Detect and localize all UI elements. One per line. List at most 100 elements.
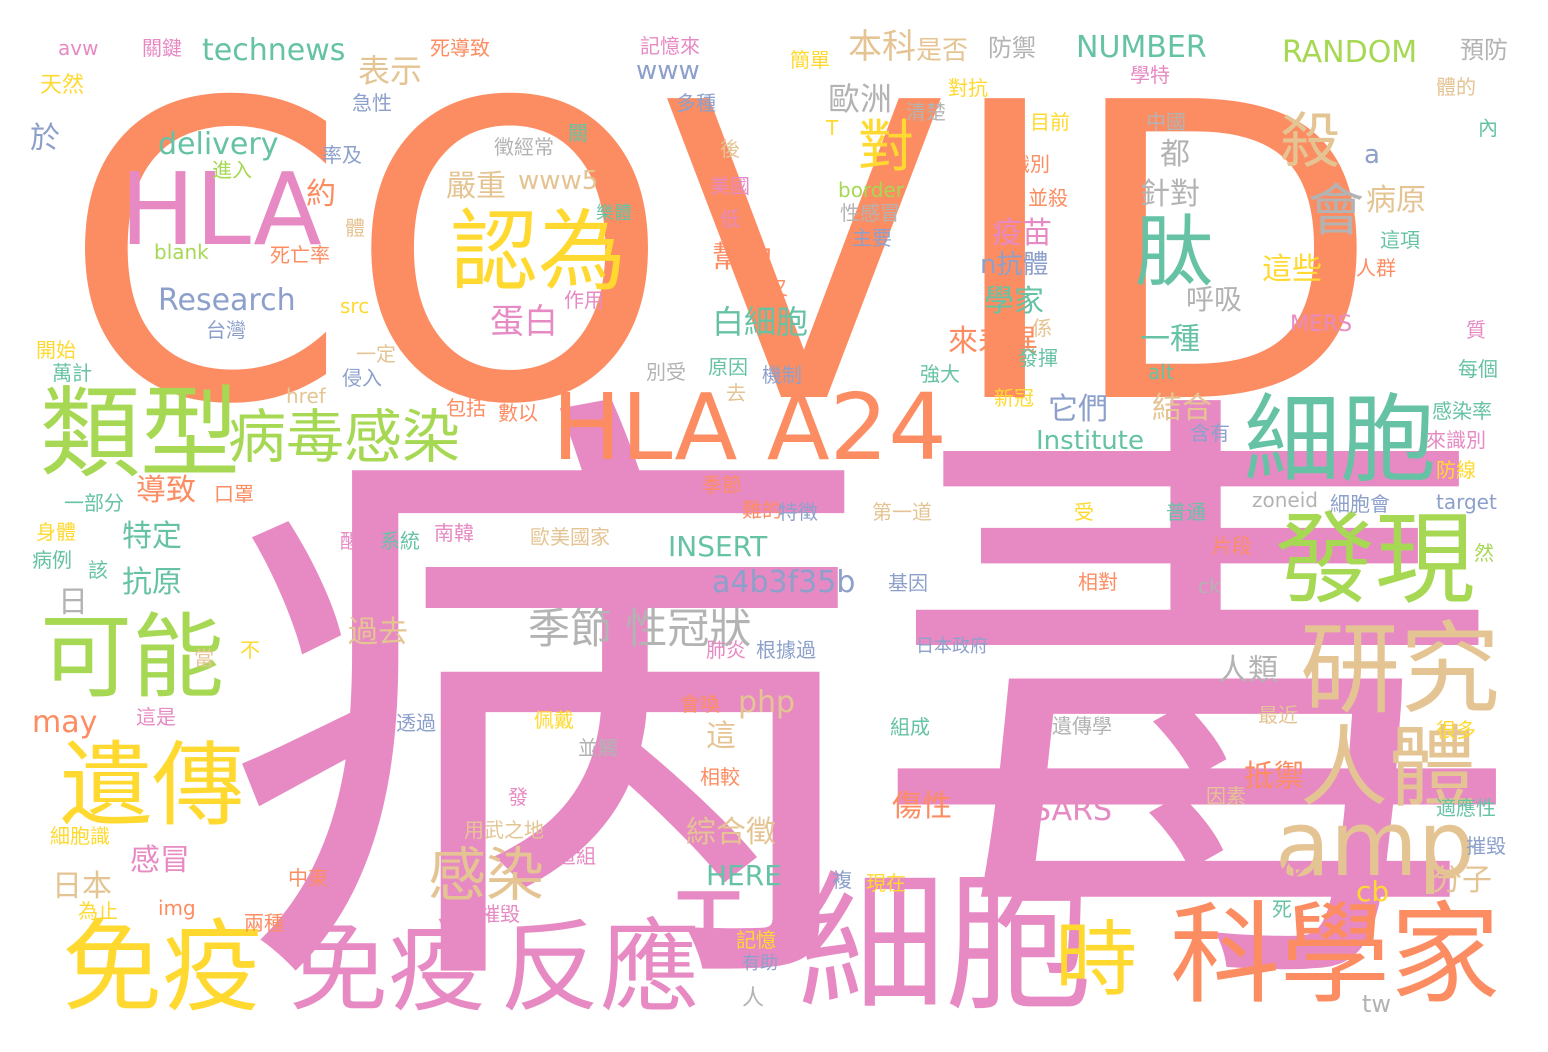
word: 體的	[1436, 75, 1476, 99]
word: 來差異	[948, 324, 1038, 359]
word: 遺傳	[60, 732, 245, 839]
word: 研究	[1300, 611, 1500, 728]
word: cb	[1356, 875, 1390, 908]
word: 有助	[742, 953, 778, 974]
word: 病原	[1366, 183, 1426, 218]
word: href	[286, 384, 326, 408]
word: NUMBER	[1076, 30, 1207, 65]
word: 用武之地	[464, 818, 544, 842]
word: 季節 性冠狀	[528, 604, 752, 653]
word: 時	[1055, 913, 1138, 1008]
word: 強大	[920, 362, 960, 386]
word: 一定	[356, 342, 396, 366]
word: img	[158, 896, 196, 920]
word: 包括	[446, 396, 486, 420]
word: Institute	[1036, 426, 1144, 456]
word: 記憶來	[640, 34, 700, 58]
word: 組成	[890, 715, 930, 739]
word: 科學家	[1170, 891, 1500, 1019]
word: 可能	[40, 604, 225, 711]
word: alt	[1148, 360, 1174, 384]
word: 機制	[762, 363, 802, 387]
word: 兩種	[244, 911, 284, 935]
word: 日本政府	[916, 636, 988, 657]
word: 白細胞	[712, 303, 809, 341]
word: 人類	[1218, 653, 1278, 688]
word: 複	[832, 868, 852, 892]
word: 感染率	[1432, 399, 1492, 423]
word: 為止	[78, 899, 118, 923]
word: 病例	[32, 548, 72, 572]
word: 並殺	[1028, 186, 1068, 210]
word: 一種	[1140, 322, 1200, 357]
word: 相較	[700, 765, 740, 789]
word: avw	[58, 36, 99, 60]
word: ck	[1198, 574, 1221, 598]
word: INSERT	[668, 530, 768, 563]
word: Research	[158, 283, 296, 318]
word: technews	[202, 33, 346, 68]
word: 日本	[52, 869, 112, 904]
word: 摧毀	[1466, 834, 1506, 858]
word: 急性	[352, 91, 392, 115]
word: 身體	[36, 520, 76, 544]
word: HLA	[120, 151, 322, 268]
word: 死	[1272, 897, 1292, 921]
word: 感冒	[130, 843, 190, 878]
word: 活化	[1248, 859, 1308, 894]
word: 醒	[340, 529, 360, 553]
word: 普通	[1166, 500, 1206, 524]
word: 率及	[322, 143, 362, 167]
word: 每個	[1458, 357, 1498, 381]
word: 片段	[1212, 534, 1252, 558]
word: a	[1364, 140, 1380, 170]
word: 內	[1478, 116, 1498, 140]
word: 會	[1308, 179, 1364, 244]
word: tw	[1362, 990, 1392, 1018]
word: 呼吸	[1186, 283, 1243, 316]
word: 原因	[708, 355, 748, 379]
word: 死亡率	[270, 243, 330, 267]
word: 簡單	[790, 48, 830, 72]
word: 特徵	[778, 500, 818, 524]
word: 台灣	[206, 318, 246, 342]
word: 多種	[676, 91, 716, 115]
word: 季節	[702, 473, 742, 497]
word: 最近	[1258, 703, 1298, 727]
word: 含有	[1190, 421, 1230, 445]
word: 細胞	[798, 858, 1093, 1032]
word: 相對	[1078, 570, 1118, 594]
word: 防禦	[988, 34, 1036, 62]
word: 系統	[380, 529, 420, 553]
word: 綜合徵	[686, 815, 776, 850]
word: 因素	[1206, 784, 1246, 808]
word: 歐美國家	[530, 525, 610, 549]
word: 遺傳學	[1052, 714, 1112, 738]
word: www5	[518, 166, 599, 196]
word: 別受	[646, 360, 686, 384]
word: border	[838, 178, 905, 202]
word: 肽	[1135, 208, 1214, 298]
word: 不	[240, 638, 260, 662]
word: 侵入	[342, 366, 382, 390]
word: 細胞會	[1330, 492, 1390, 516]
word: 識別	[1010, 152, 1050, 176]
word: 防線	[1436, 458, 1476, 482]
word: 病毒	[220, 347, 1522, 1052]
word: 中國	[1146, 110, 1186, 134]
word: 於	[30, 121, 60, 156]
word: 南韓	[434, 521, 474, 545]
word: 中東	[288, 866, 328, 890]
word: 係	[1032, 316, 1052, 340]
word: 人體	[1300, 716, 1477, 819]
word: 殺	[1280, 107, 1340, 177]
word: 體	[345, 216, 365, 240]
word: 第一道	[872, 500, 932, 524]
word: 針對	[1140, 177, 1200, 212]
word: 導致	[136, 473, 196, 508]
word: SARS	[1032, 793, 1113, 828]
word: 性感冒	[840, 201, 900, 225]
word: 本科	[848, 27, 916, 67]
word: www	[636, 56, 700, 86]
